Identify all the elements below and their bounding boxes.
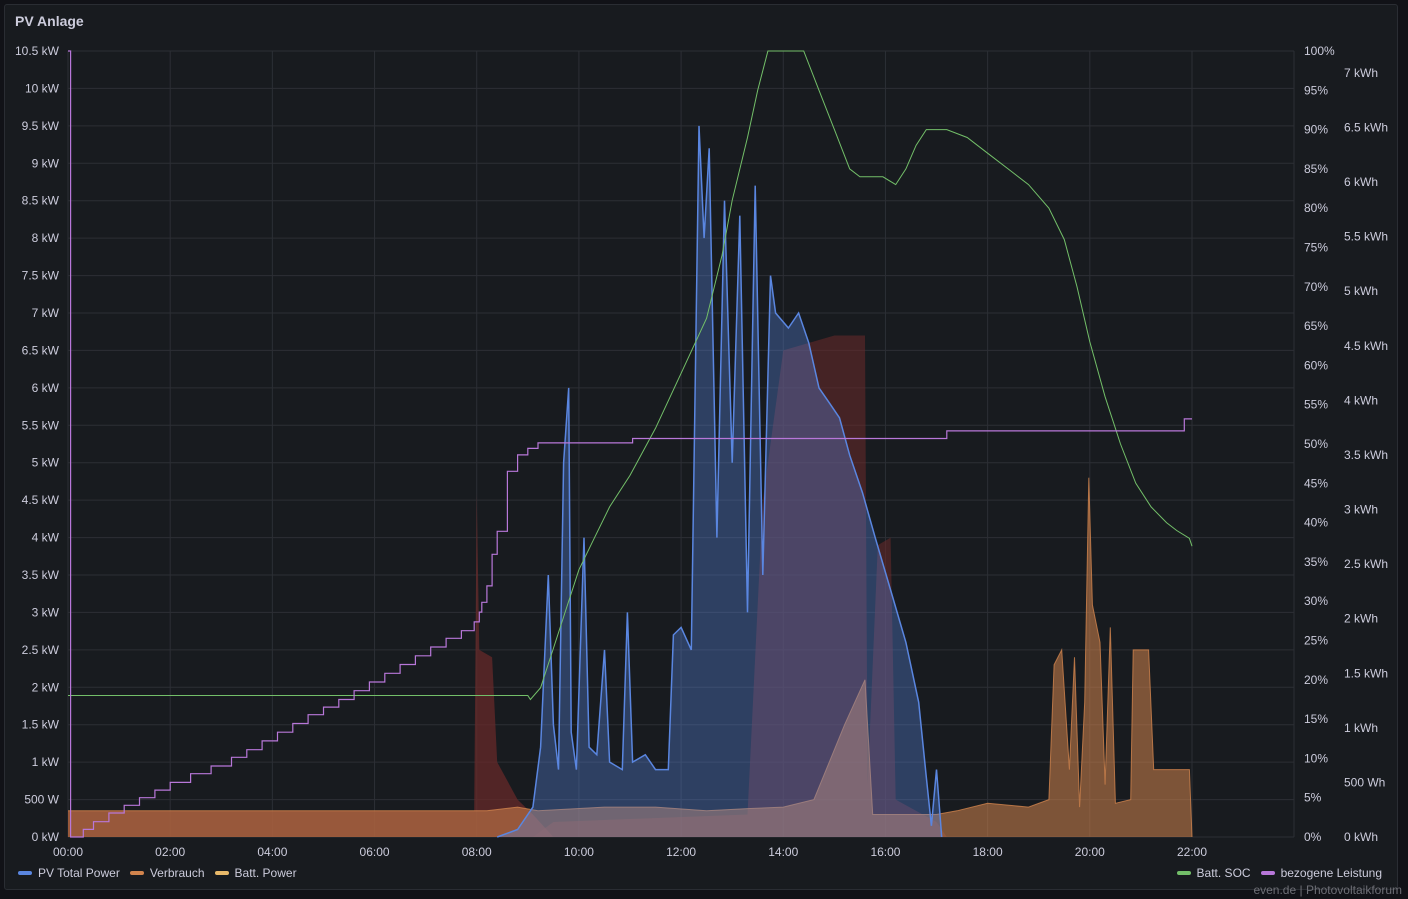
legend-item-bezogene-leistung[interactable]: bezogene Leistung	[1260, 866, 1382, 880]
legend-label-pv: PV Total Power	[38, 866, 120, 880]
y-right-energy-tick-label: 0 kWh	[1344, 830, 1378, 844]
y-left-tick-label: 4.5 kW	[22, 493, 60, 507]
y-left-tick-label: 0 kW	[32, 830, 60, 844]
y-right-soc-tick-label: 55%	[1304, 398, 1328, 412]
legend-swatch-verbrauch	[129, 871, 144, 875]
x-tick-label: 20:00	[1075, 845, 1105, 859]
legend-swatch-pv	[18, 871, 32, 875]
y-right-soc-tick-label: 50%	[1304, 437, 1328, 451]
y-left-tick-label: 9.5 kW	[22, 119, 60, 133]
y-right-soc-tick-label: 65%	[1304, 319, 1328, 333]
y-right-soc-tick-label: 25%	[1304, 634, 1328, 648]
series-pv-area	[497, 125, 942, 837]
y-right-energy-tick-label: 500 Wh	[1344, 775, 1385, 789]
y-left-tick-label: 9 kW	[32, 156, 60, 170]
y-right-energy-tick-label: 6.5 kWh	[1344, 120, 1388, 134]
series-verbrauch-line	[68, 477, 1193, 838]
series-bezogen-line	[68, 50, 1192, 838]
series-soc-line	[68, 50, 1193, 701]
y-right-soc-tick-label: 40%	[1304, 516, 1328, 530]
y-right-soc-tick-label: 20%	[1304, 673, 1328, 687]
y-left-tick-label: 3 kW	[32, 605, 60, 619]
y-left-tick-label: 8 kW	[32, 231, 60, 245]
y-right-energy-tick-label: 7 kWh	[1344, 66, 1378, 80]
x-tick-label: 14:00	[768, 845, 798, 859]
y-right-energy-tick-label: 5.5 kWh	[1344, 230, 1388, 244]
y-right-soc-tick-label: 15%	[1304, 712, 1328, 726]
y-left-tick-label: 10 kW	[25, 81, 60, 95]
y-left-tick-label: 2.5 kW	[22, 643, 60, 657]
legend-label-verbrauch: Verbrauch	[149, 866, 205, 880]
y-right-energy-tick-label: 1 kWh	[1344, 721, 1378, 735]
y-right-soc-tick-label: 10%	[1304, 751, 1328, 765]
y-left-tick-label: 5 kW	[32, 456, 60, 470]
legend-label-bezogen: bezogene Leistung	[1280, 866, 1382, 880]
legend-label-batt-power: Batt. Power	[234, 866, 297, 880]
x-tick-label: 12:00	[666, 845, 696, 859]
y-right-soc-tick-label: 90%	[1304, 123, 1328, 137]
y-right-soc-tick-label: 80%	[1304, 201, 1328, 215]
y-left-tick-label: 1 kW	[32, 755, 60, 769]
y-right-soc-tick-label: 100%	[1304, 44, 1335, 58]
legend-item-pv-total-power[interactable]: PV Total Power	[18, 866, 120, 880]
x-tick-label: 10:00	[564, 845, 594, 859]
y-right-energy-tick-label: 4 kWh	[1344, 393, 1378, 407]
y-right-soc-tick-label: 35%	[1304, 555, 1328, 569]
y-left-tick-label: 8.5 kW	[22, 194, 60, 208]
y-right-energy-tick-label: 1.5 kWh	[1344, 666, 1388, 680]
y-right-energy-tick-label: 6 kWh	[1344, 175, 1378, 189]
legend-label-soc: Batt. SOC	[1196, 866, 1251, 880]
x-tick-label: 06:00	[360, 845, 390, 859]
legend-left: PV Total Power Verbrauch Batt. Power	[18, 866, 297, 880]
x-tick-label: 22:00	[1177, 845, 1207, 859]
y-left-tick-label: 7 kW	[32, 306, 60, 320]
watermark: even.de | Photovoltaikforum	[1253, 883, 1402, 897]
y-right-soc-tick-label: 45%	[1304, 476, 1328, 490]
y-right-soc-tick-label: 0%	[1304, 830, 1322, 844]
y-right-soc-tick-label: 85%	[1304, 162, 1328, 176]
legend-right: Batt. SOC bezogene Leistung	[1176, 866, 1382, 880]
y-right-energy-tick-label: 3 kWh	[1344, 503, 1378, 517]
x-tick-label: 04:00	[257, 845, 287, 859]
x-tick-label: 00:00	[53, 845, 83, 859]
x-tick-label: 18:00	[973, 845, 1003, 859]
y-left-tick-label: 500 W	[24, 793, 59, 807]
legend-item-batt-power[interactable]: Batt. Power	[214, 866, 297, 880]
panel-title[interactable]: PV Anlage	[15, 13, 84, 29]
y-right-energy-tick-label: 2 kWh	[1344, 612, 1378, 626]
y-right-soc-tick-label: 70%	[1304, 280, 1328, 294]
y-right-soc-tick-label: 60%	[1304, 358, 1328, 372]
y-right-soc-tick-label: 95%	[1304, 83, 1328, 97]
y-right-energy-tick-label: 5 kWh	[1344, 284, 1378, 298]
y-right-soc-tick-label: 5%	[1304, 791, 1322, 805]
x-tick-label: 02:00	[155, 845, 185, 859]
y-left-tick-label: 10.5 kW	[15, 44, 60, 58]
x-tick-label: 08:00	[462, 845, 492, 859]
legend-item-verbrauch[interactable]: Verbrauch	[129, 866, 205, 880]
y-left-tick-label: 7.5 kW	[22, 269, 60, 283]
y-left-tick-label: 4 kW	[32, 531, 60, 545]
legend-swatch-batt-power	[214, 871, 229, 875]
y-left-tick-label: 6.5 kW	[22, 343, 60, 357]
legend-swatch-soc	[1176, 871, 1191, 875]
y-right-soc-tick-label: 75%	[1304, 241, 1328, 255]
y-left-tick-label: 3.5 kW	[22, 568, 60, 582]
y-left-tick-label: 6 kW	[32, 381, 60, 395]
y-left-tick-label: 1.5 kW	[22, 718, 60, 732]
y-right-energy-tick-label: 4.5 kWh	[1344, 339, 1388, 353]
x-tick-label: 16:00	[870, 845, 900, 859]
y-right-energy-tick-label: 2.5 kWh	[1344, 557, 1388, 571]
y-left-tick-label: 2 kW	[32, 680, 60, 694]
legend-swatch-bezogen	[1260, 871, 1275, 875]
chart-panel: PV Anlage	[4, 4, 1398, 890]
y-right-soc-tick-label: 30%	[1304, 594, 1328, 608]
legend-item-batt-soc[interactable]: Batt. SOC	[1176, 866, 1251, 880]
y-right-energy-tick-label: 3.5 kWh	[1344, 448, 1388, 462]
series-pv-line	[496, 125, 943, 838]
y-left-tick-label: 5.5 kW	[22, 418, 60, 432]
